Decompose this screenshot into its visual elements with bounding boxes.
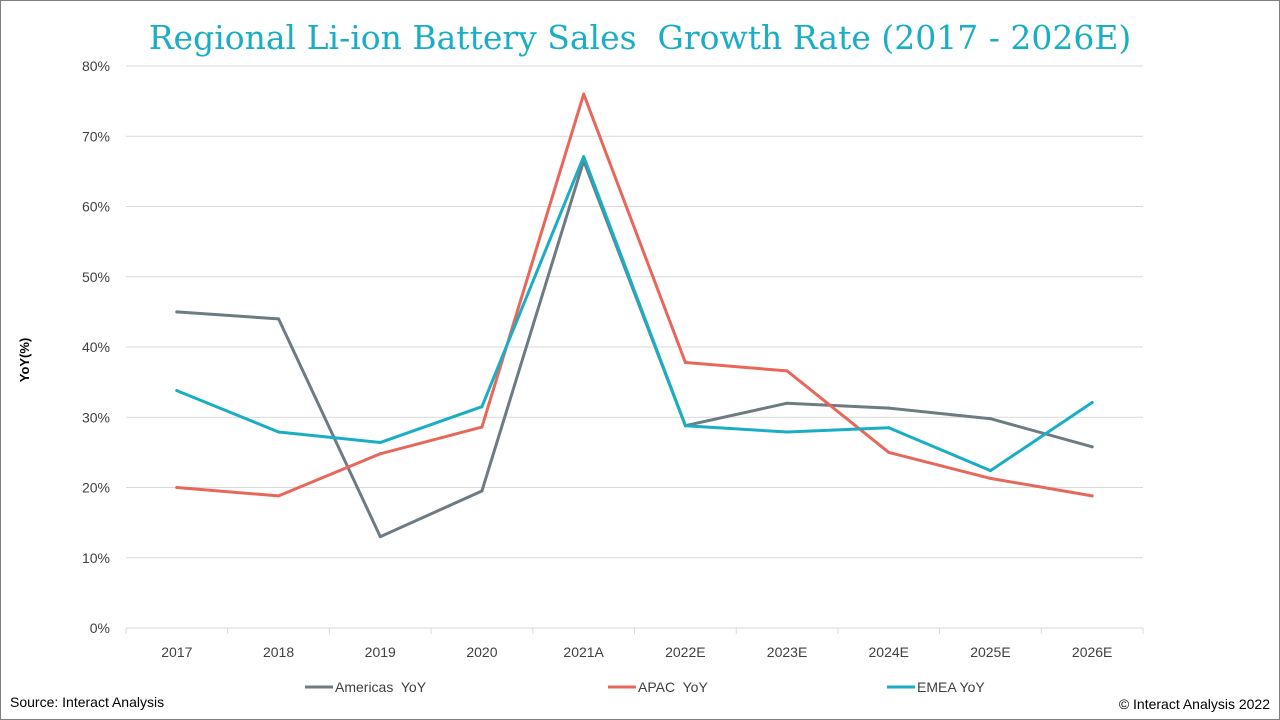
y-axis-ticks: 0% 10% 20% 30% 40% 50% 60% 70% 80%	[82, 58, 110, 636]
data-point	[378, 441, 382, 445]
data-point	[785, 401, 789, 405]
x-tick-label: 2017	[161, 644, 192, 660]
legend-label: EMEA YoY	[917, 679, 985, 695]
source-note: Source: Interact Analysis	[10, 694, 165, 710]
y-tick-label: 40%	[82, 339, 110, 355]
data-point	[175, 310, 179, 314]
series-line-2	[175, 155, 1094, 473]
data-point	[175, 486, 179, 489]
data-point	[1090, 445, 1094, 449]
data-point	[988, 476, 992, 480]
y-tick-label: 10%	[82, 550, 110, 566]
data-point	[277, 494, 281, 498]
y-tick-label: 0%	[90, 620, 110, 636]
x-tick-label: 2026E	[1072, 644, 1112, 660]
y-tick-label: 70%	[82, 128, 110, 144]
x-tick-label: 2019	[365, 644, 396, 660]
data-point	[785, 430, 789, 434]
x-tick-label: 2024E	[869, 644, 909, 660]
data-point	[683, 424, 687, 428]
data-point	[1090, 400, 1094, 404]
data-point	[582, 155, 586, 159]
gridlines	[126, 65, 1143, 559]
x-tick-label: 2018	[263, 644, 294, 660]
x-tick-label: 2020	[466, 644, 497, 660]
data-point	[887, 450, 891, 454]
x-tick-label: 2022E	[665, 644, 705, 660]
chart-title: Regional Li-ion Battery Sales Growth Rat…	[148, 18, 1132, 57]
data-point	[683, 360, 687, 364]
data-point	[378, 535, 382, 539]
data-point	[988, 417, 992, 421]
y-axis-label: YoY(%)	[17, 338, 32, 383]
series-line-1	[175, 92, 1094, 498]
legend-label: APAC YoY	[638, 679, 708, 695]
x-tick-label: 2025E	[970, 644, 1010, 660]
copyright-note: © Interact Analysis 2022	[1118, 696, 1270, 712]
data-point	[480, 425, 484, 429]
data-point	[887, 426, 891, 430]
data-point	[480, 489, 484, 493]
data-point	[887, 406, 891, 410]
series-lines	[175, 92, 1094, 539]
x-axis: 2017 2018 2019 2020 2021A 2022E 2023E 2024E 2025…	[125, 627, 1144, 660]
legend: Americas YoY APAC YoY EMEA YoY	[305, 679, 985, 695]
data-point	[1090, 494, 1094, 498]
x-tick-label: 2021A	[563, 644, 604, 660]
y-tick-label: 50%	[82, 269, 110, 285]
data-point	[785, 369, 789, 373]
x-tick-label: 2023E	[767, 644, 807, 660]
y-tick-label: 60%	[82, 199, 110, 215]
data-point	[582, 92, 586, 96]
y-tick-label: 30%	[82, 409, 110, 425]
data-point	[277, 430, 281, 434]
legend-label: Americas YoY	[335, 679, 427, 695]
data-point	[378, 452, 382, 456]
y-tick-label: 80%	[82, 58, 110, 74]
data-point	[175, 389, 179, 393]
data-point	[480, 405, 484, 409]
data-point	[988, 469, 992, 473]
data-point	[277, 317, 281, 321]
y-tick-label: 20%	[82, 480, 110, 496]
